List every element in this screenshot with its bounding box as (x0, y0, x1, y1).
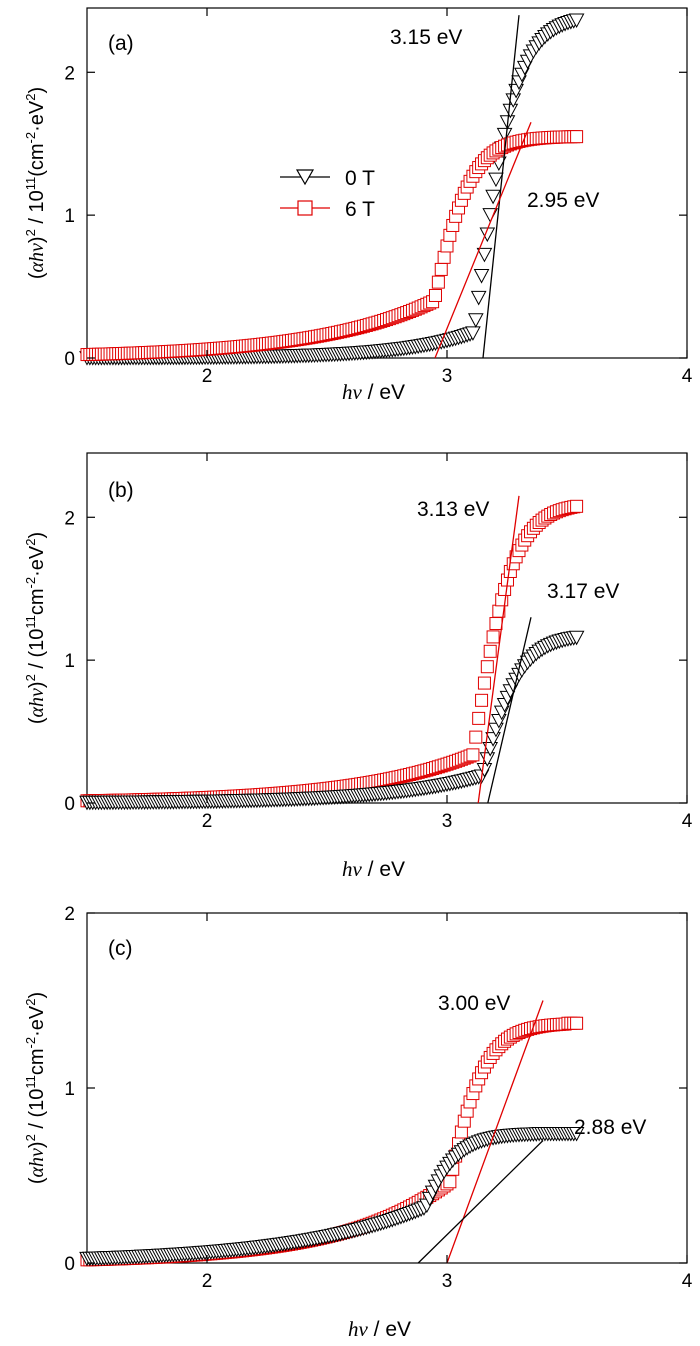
data-point (467, 313, 484, 328)
square-marker-icon (297, 200, 313, 216)
x-tick-label: 2 (202, 366, 213, 387)
y-tick-label: 1 (64, 206, 75, 227)
tauc-fit-line (482, 15, 520, 359)
data-point (570, 499, 584, 513)
x-axis-label: hν / eV (342, 380, 405, 404)
annotation-label: 2.95 eV (527, 189, 599, 212)
data-point (428, 288, 442, 302)
y-tick-label: 2 (64, 63, 75, 84)
panel-label: (a) (108, 32, 134, 55)
y-tick-label: 0 (64, 794, 75, 815)
data-point (568, 13, 585, 29)
data-point (470, 290, 487, 306)
data-point (489, 617, 503, 631)
data-point (465, 326, 481, 341)
y-tick-label: 2 (64, 904, 75, 925)
data-point (469, 730, 483, 744)
annotation-label: 3.15 eV (390, 26, 462, 49)
data-point (482, 742, 499, 757)
x-tick-label: 3 (442, 366, 453, 387)
data-point (437, 250, 451, 264)
series-0t (79, 13, 585, 366)
y-tick-label: 1 (64, 1079, 75, 1100)
x-tick-label: 4 (682, 366, 693, 387)
data-point (568, 630, 585, 646)
data-point (431, 275, 445, 289)
data-point (480, 660, 494, 674)
x-tick-label: 3 (442, 1271, 453, 1292)
data-point (486, 630, 500, 644)
series-6t (80, 499, 584, 808)
y-tick-label: 0 (64, 1254, 75, 1275)
panel-label: (b) (108, 479, 134, 502)
data-point (476, 762, 493, 778)
data-point (488, 172, 504, 188)
plot-frame (86, 452, 688, 804)
data-point (570, 1016, 584, 1030)
data-point (473, 269, 490, 284)
tauc-fit-line (434, 122, 532, 359)
data-point (496, 127, 513, 143)
triangle-marker-icon (295, 169, 315, 186)
x-tick-label: 3 (442, 811, 453, 832)
tauc-fit-line (487, 617, 532, 804)
data-point (475, 693, 489, 707)
data-point (570, 130, 584, 144)
data-point (454, 1125, 468, 1139)
x-tick-label: 2 (202, 811, 213, 832)
data-point (477, 676, 491, 690)
data-point (502, 103, 519, 119)
data-point (568, 1127, 585, 1142)
panel-label: (c) (108, 937, 133, 960)
data-point (485, 189, 501, 205)
annotation-label: 2.88 eV (574, 1116, 646, 1139)
tauc-fit-line (477, 495, 520, 804)
x-tick-label: 4 (682, 1271, 693, 1292)
series-0t (79, 1127, 585, 1267)
legend-label-6t: 6 T (345, 198, 375, 221)
annotation-label: 3.13 eV (417, 498, 489, 521)
series-0t (79, 630, 585, 811)
y-tick-label: 2 (64, 508, 75, 529)
panel-c: 2 3 4 0 1 2 (c) 3.00 eV 2.88 eV hν / eV (αhν)… (23, 904, 693, 1341)
data-point (472, 711, 486, 725)
x-tick-label: 2 (202, 1271, 213, 1292)
legend-label-0t: 0 T (345, 167, 375, 190)
y-axis-label: (αhν)2 / (1011cm-2·eV2) (23, 532, 48, 724)
legend: 0 T 6 T (280, 167, 375, 221)
data-point (483, 644, 497, 658)
annotation-label: 3.00 eV (438, 992, 510, 1015)
data-point (476, 247, 493, 263)
y-tick-label: 1 (64, 651, 75, 672)
x-tick-label: 4 (682, 811, 693, 832)
panel-a: 2 3 4 0 1 2 (a) 3.15 eV 2.95 eV 0 T 6 T hν / … (23, 7, 693, 404)
data-point (434, 262, 448, 276)
series-6t (80, 130, 584, 362)
annotation-label: 3.17 eV (547, 580, 619, 603)
y-axis-label: (αhν)2 / (1011cm-2·eV2) (23, 992, 48, 1184)
y-axis-label: (αhν)2 / 1011(cm-2·eV2) (23, 87, 48, 279)
y-tick-label: 0 (64, 349, 75, 370)
data-point (443, 1175, 457, 1189)
x-axis-label: hν / eV (342, 857, 405, 881)
data-point (466, 748, 480, 762)
panel-b: 2 3 4 0 1 2 (b) 3.13 eV 3.17 eV hν / eV (αhν)… (23, 452, 693, 881)
plot-frame (86, 7, 688, 359)
x-axis-label: hν / eV (348, 1317, 411, 1341)
tauc-fit-line (417, 1140, 544, 1264)
